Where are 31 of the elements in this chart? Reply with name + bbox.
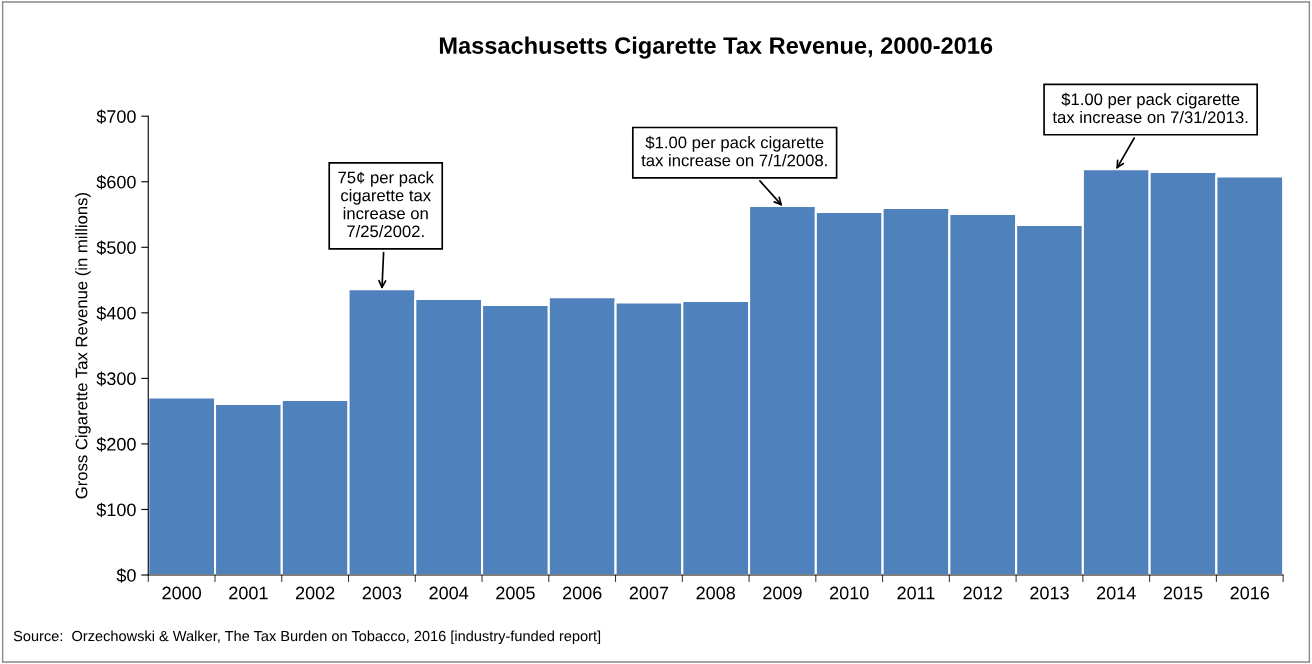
x-tick-label: 2011 — [897, 586, 935, 600]
y-tick-label: $600 — [96, 174, 136, 190]
x-tick-label: 2005 — [496, 586, 535, 600]
x-tick-label: 2013 — [1030, 586, 1069, 600]
x-tick-label: 2010 — [830, 586, 869, 600]
x-tick-label: 2003 — [362, 586, 402, 600]
chart-title: Massachusetts Cigarette Tax Revenue, 2000-2016 — [439, 36, 993, 59]
annotation: $1.00 per pack cigarette tax increase on 7/1/2008. — [641, 135, 827, 167]
y-tick-label: $200 — [96, 437, 136, 452]
x-tick-label: 2016 — [1230, 586, 1270, 600]
y-tick-label: $400 — [96, 306, 136, 321]
x-tick-label: 2007 — [629, 586, 669, 600]
x-tick-label: 2001 — [229, 586, 268, 600]
source-note: Source: Orzechowski & Walker, The Tax Burden on Tobacco, 2016 [industry-funded report] — [13, 630, 601, 645]
x-tick-label: 2002 — [295, 586, 335, 600]
y-tick-label: $100 — [96, 502, 136, 518]
y-tick-label: $0 — [116, 568, 136, 583]
annotation: $1.00 per pack cigarette tax increase on 7/31/2013. — [1052, 92, 1248, 124]
x-tick-label: 2015 — [1163, 586, 1203, 600]
y-tick-label: $300 — [96, 371, 136, 387]
x-tick-label: 2009 — [763, 586, 802, 600]
x-tick-label: 2008 — [696, 586, 735, 600]
y-axis-title: Gross Cigarette Tax Revenue (in millions) — [75, 193, 91, 499]
x-tick-label: 2000 — [162, 586, 202, 600]
y-tick-label: $700 — [96, 109, 136, 124]
x-tick-label: 2014 — [1097, 586, 1136, 600]
x-tick-label: 2006 — [563, 586, 602, 600]
x-tick-label: 2012 — [963, 586, 1002, 600]
x-tick-label: 2004 — [429, 586, 469, 600]
y-tick-label: $500 — [96, 240, 136, 256]
annotation: 75¢ per pack cigarette tax increase on 7/25/2002. — [338, 171, 434, 238]
